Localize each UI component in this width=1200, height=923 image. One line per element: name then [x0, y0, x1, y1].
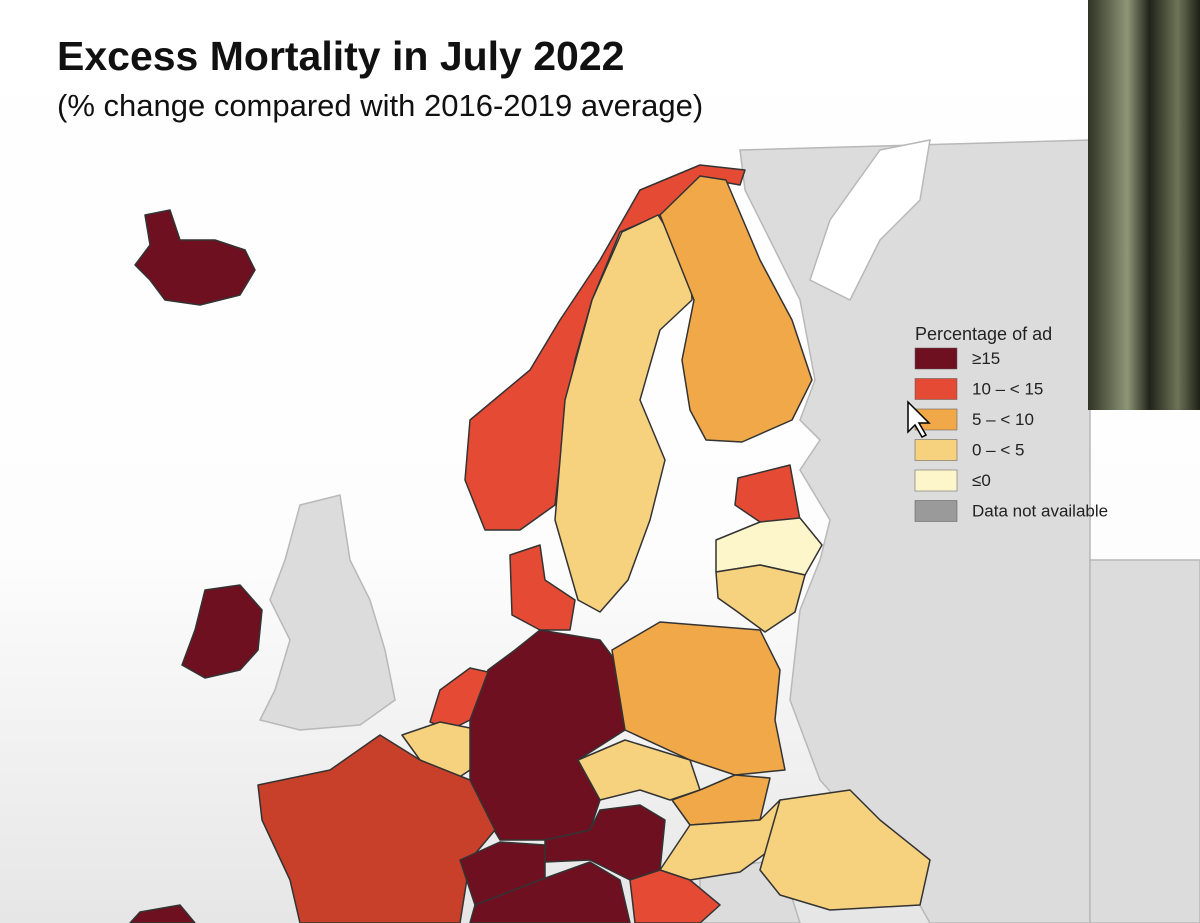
legend-label: ≤0: [972, 471, 991, 490]
poland: [611, 621, 786, 776]
legend-swatch: [914, 439, 958, 461]
legend-swatch: [914, 378, 958, 400]
map-subtitle: (% change compared with 2016-2019 averag…: [57, 88, 703, 123]
finland: [659, 175, 813, 443]
legend-swatch: [914, 500, 958, 522]
legend-title: Percentage of ad: [915, 324, 1052, 344]
non-data-land: [258, 139, 1200, 923]
legend-label: ≥15: [972, 349, 1000, 368]
legend-label: 5 – < 10: [972, 410, 1034, 429]
france: [257, 734, 496, 923]
russia-belarus-ukraine: [739, 139, 1091, 923]
east-region: [1089, 559, 1200, 923]
countries: [129, 164, 931, 923]
austria: [544, 804, 666, 881]
romania: [759, 789, 931, 911]
legend-label: 10 – < 15: [972, 380, 1043, 399]
map-title: Excess Mortality in July 2022: [57, 33, 624, 79]
ireland: [181, 584, 263, 679]
legend-label: 0 – < 5: [972, 441, 1024, 460]
white-sea: [809, 139, 931, 302]
slovenia-croatia: [629, 869, 721, 923]
legend-label: Data not available: [972, 502, 1108, 521]
spain-edge: [129, 904, 196, 923]
netherlands: [429, 667, 489, 731]
denmark: [509, 544, 576, 631]
legend: Percentage of ad ≥15 10 – < 15 5 – < 10 0 –…: [914, 324, 1108, 522]
italy: [469, 861, 631, 923]
sweden: [554, 214, 693, 613]
lithuania: [715, 564, 806, 633]
video-overlay: [1088, 0, 1200, 410]
iceland: [134, 209, 256, 306]
united-kingdom: [258, 494, 396, 731]
legend-swatch: [914, 347, 958, 370]
legend-swatch: [914, 469, 958, 492]
mouse-cursor: [907, 400, 931, 438]
